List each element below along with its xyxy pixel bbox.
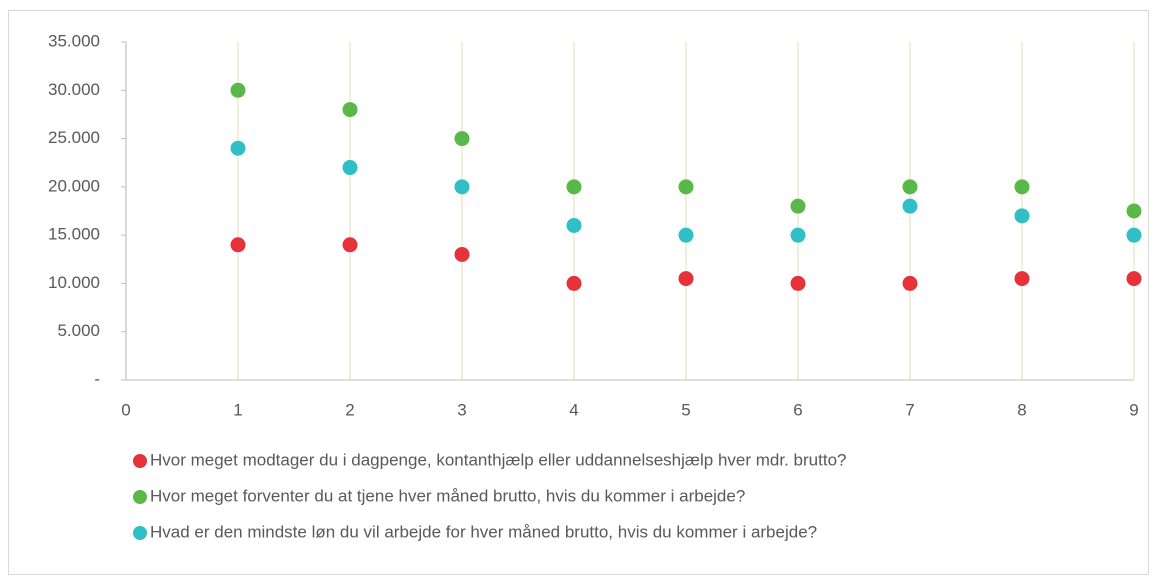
y-tick-label: 30.000 [48, 80, 100, 99]
point [902, 179, 918, 195]
y-tick-label: 10.000 [48, 273, 100, 292]
point [454, 246, 470, 262]
point [902, 275, 918, 291]
x-tick-label: 2 [345, 400, 354, 419]
y-tick-label: 35.000 [48, 31, 100, 50]
point [678, 271, 694, 287]
x-tick-label: 9 [1129, 400, 1138, 419]
y-tick-label: 25.000 [48, 128, 100, 147]
x-tick-label: 7 [905, 400, 914, 419]
point [230, 82, 246, 98]
y-tick-label: 15.000 [48, 225, 100, 244]
point [566, 217, 582, 233]
point [902, 198, 918, 214]
x-tick-label: 1 [233, 400, 242, 419]
point [790, 198, 806, 214]
legend-marker [133, 454, 147, 468]
x-tick-label: 8 [1017, 400, 1026, 419]
x-tick-label: 3 [457, 400, 466, 419]
point [678, 179, 694, 195]
legend-label: Hvor meget modtager du i dagpenge, konta… [150, 450, 846, 469]
point [678, 227, 694, 243]
point [342, 160, 358, 176]
point [230, 237, 246, 253]
point [1126, 203, 1142, 219]
legend-label: Hvad er den mindste løn du vil arbejde f… [150, 522, 817, 541]
point [342, 102, 358, 118]
y-tick-label: - [94, 369, 100, 388]
point [566, 179, 582, 195]
legend-marker [133, 526, 147, 540]
point [566, 275, 582, 291]
point [454, 179, 470, 195]
x-tick-label: 6 [793, 400, 802, 419]
point [230, 140, 246, 156]
y-tick-label: 20.000 [48, 176, 100, 195]
point [1014, 179, 1030, 195]
point [342, 237, 358, 253]
y-tick-label: 5.000 [57, 321, 100, 340]
x-tick-label: 4 [569, 400, 578, 419]
point [454, 131, 470, 147]
x-tick-label: 0 [121, 400, 130, 419]
point [790, 227, 806, 243]
point [1014, 208, 1030, 224]
point [1014, 271, 1030, 287]
x-tick-label: 5 [681, 400, 690, 419]
point [1126, 271, 1142, 287]
chart-border [8, 10, 1149, 575]
legend-label: Hvor meget forventer du at tjene hver må… [150, 486, 745, 505]
point [1126, 227, 1142, 243]
point [790, 275, 806, 291]
legend-marker [133, 490, 147, 504]
